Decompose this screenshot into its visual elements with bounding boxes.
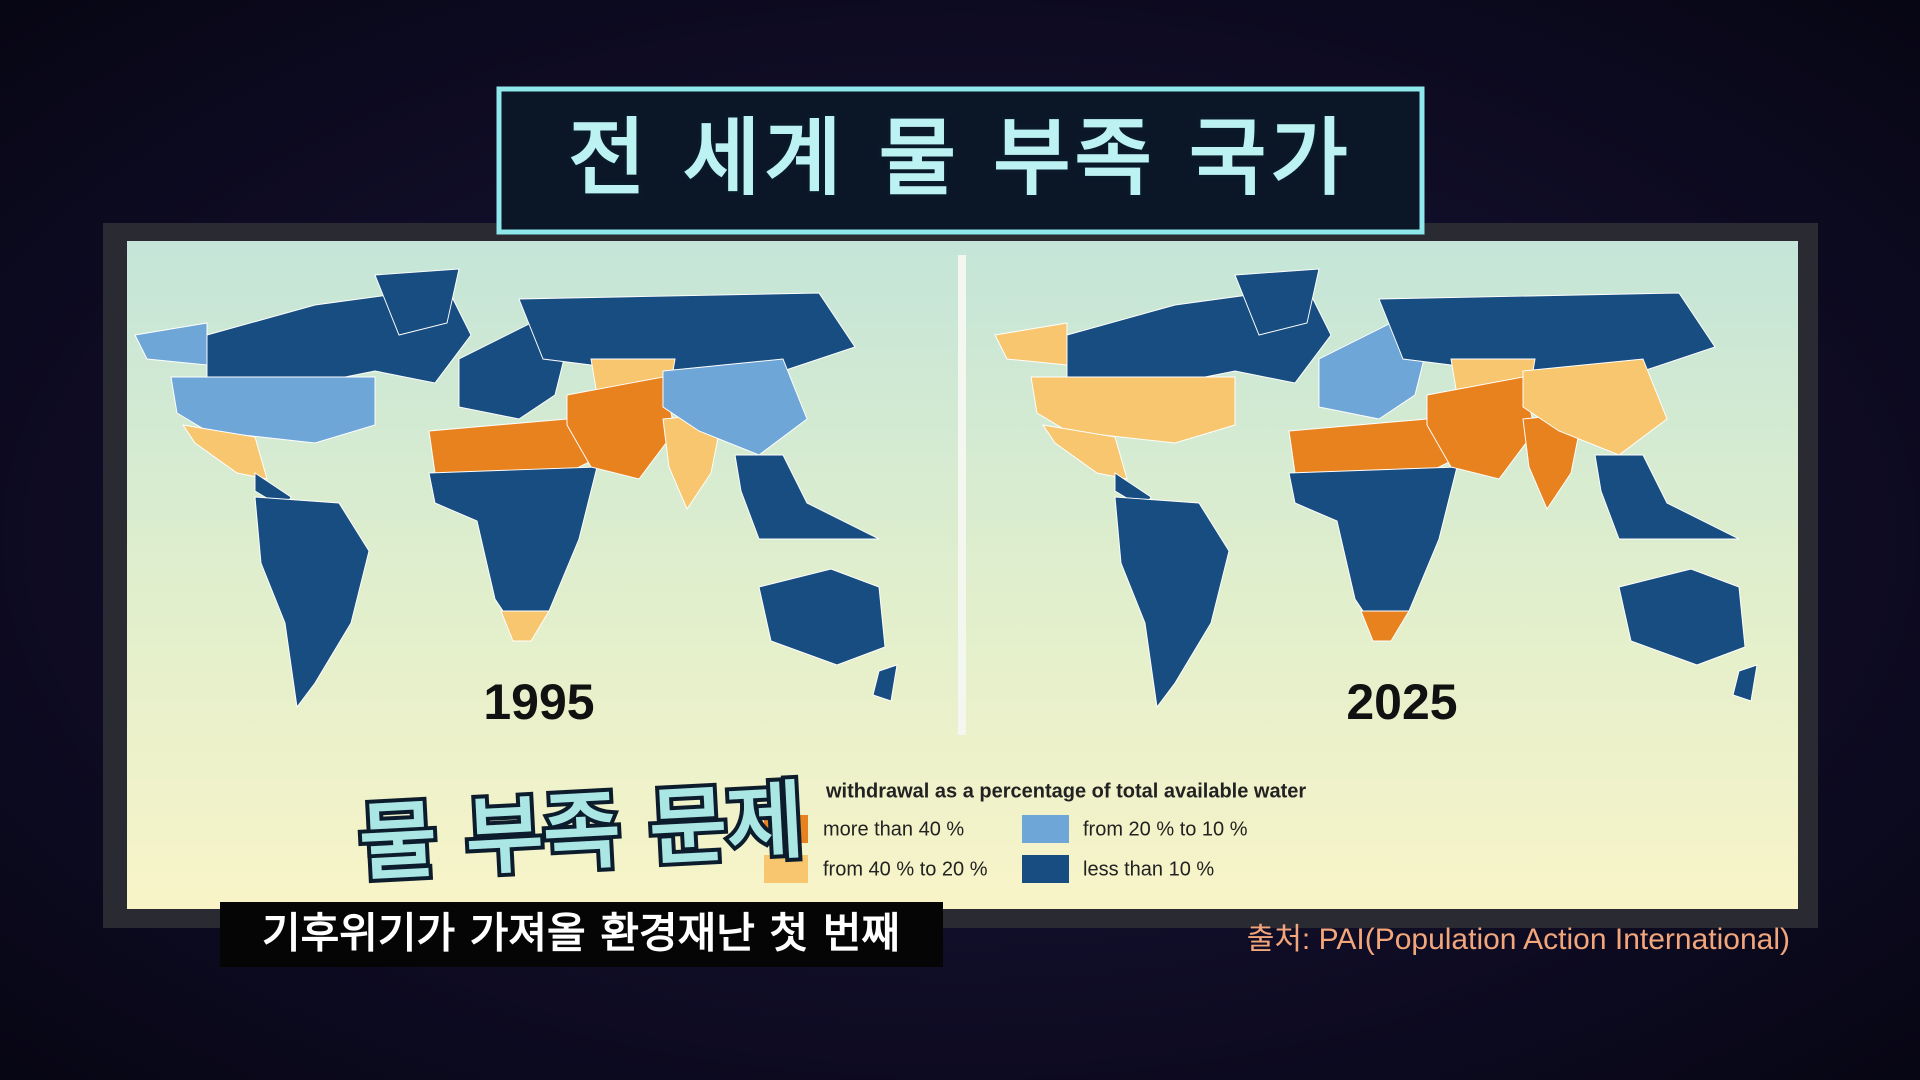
subtitle-bar xyxy=(220,902,943,967)
region xyxy=(1618,568,1746,666)
region xyxy=(1594,454,1740,540)
legend-swatch xyxy=(1022,815,1069,843)
region xyxy=(374,268,460,336)
region xyxy=(1041,424,1128,480)
legend-title: withdrawal as a percentage of total avai… xyxy=(825,780,1306,802)
maps xyxy=(134,268,1758,709)
region xyxy=(254,496,370,709)
region xyxy=(428,418,604,474)
region xyxy=(758,568,886,666)
world-map xyxy=(994,268,1758,709)
legend-swatch xyxy=(764,855,808,883)
region xyxy=(500,610,550,642)
source: 출처: PAI(Population Action International) xyxy=(1247,923,1790,956)
region xyxy=(1732,664,1758,702)
legend-label: from 20 % to 10 % xyxy=(1083,818,1248,840)
region xyxy=(1288,418,1464,474)
region xyxy=(1114,496,1230,709)
legend-label: from 40 % to 20 % xyxy=(823,858,988,880)
region xyxy=(1378,292,1716,372)
legend-label: less than 10 % xyxy=(1083,858,1214,880)
region xyxy=(181,424,268,480)
title-box xyxy=(496,86,1425,235)
legend-swatch xyxy=(1022,855,1069,883)
legend-label: more than 40 % xyxy=(823,818,964,840)
title: 전 세계 물 부족 국가 xyxy=(568,109,1351,207)
map-year: 2025 xyxy=(1346,674,1457,730)
region xyxy=(734,454,880,540)
region xyxy=(1360,610,1410,642)
legend-swatch xyxy=(764,815,808,843)
subtitle: 기후위기가 가져올 환경재난 첫 번째 xyxy=(262,909,900,958)
world-map xyxy=(134,268,898,709)
region xyxy=(1030,376,1236,444)
region xyxy=(170,376,376,444)
region xyxy=(518,292,856,372)
map-year: 1995 xyxy=(483,674,594,730)
region xyxy=(1234,268,1320,336)
region xyxy=(872,664,898,702)
